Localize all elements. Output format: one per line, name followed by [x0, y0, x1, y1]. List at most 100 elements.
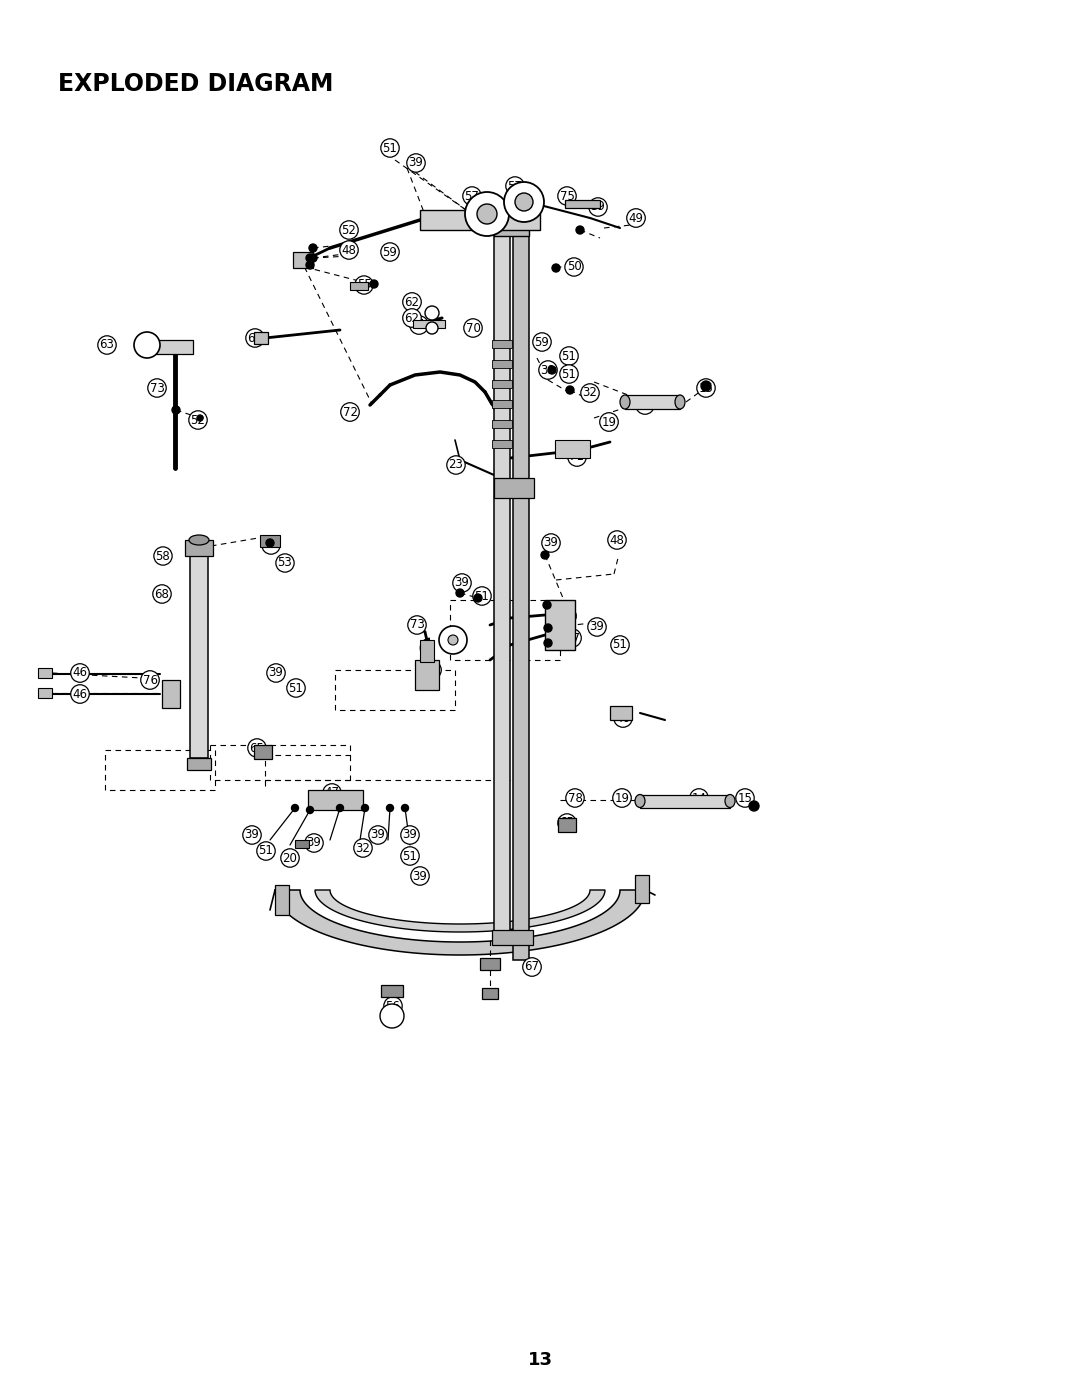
Circle shape [370, 279, 378, 288]
Bar [350, 282, 368, 291]
Circle shape [448, 636, 458, 645]
Text: 14: 14 [691, 792, 706, 805]
Text: 39: 39 [269, 666, 283, 679]
Ellipse shape [675, 395, 685, 409]
Text: 48: 48 [609, 534, 624, 546]
Bar [38, 668, 52, 678]
Circle shape [306, 254, 314, 263]
Text: 52: 52 [190, 414, 205, 426]
Bar [492, 930, 534, 944]
Bar [162, 680, 180, 708]
Bar [635, 875, 649, 902]
Bar [513, 200, 529, 960]
Text: 23: 23 [448, 458, 463, 472]
Circle shape [515, 193, 534, 211]
Text: 32: 32 [355, 841, 370, 855]
Bar [494, 478, 534, 497]
Text: 39: 39 [590, 620, 605, 633]
Circle shape [544, 638, 552, 647]
Text: 39: 39 [307, 837, 322, 849]
Bar [185, 541, 213, 556]
Bar [254, 745, 272, 759]
Bar [492, 339, 512, 348]
Bar [293, 251, 313, 268]
Text: 78: 78 [568, 792, 582, 805]
Text: 64: 64 [447, 633, 462, 647]
Circle shape [566, 386, 573, 394]
Text: 14: 14 [637, 398, 652, 412]
Polygon shape [315, 890, 605, 932]
Circle shape [504, 182, 544, 222]
Circle shape [438, 626, 467, 654]
Text: 51: 51 [288, 682, 303, 694]
Text: 48: 48 [341, 243, 356, 257]
Text: 49: 49 [629, 211, 644, 225]
Bar [413, 320, 445, 328]
Bar [260, 535, 280, 548]
Bar [275, 886, 289, 915]
Ellipse shape [620, 395, 630, 409]
Text: 51: 51 [258, 845, 273, 858]
Circle shape [172, 407, 180, 414]
Circle shape [426, 306, 438, 320]
Ellipse shape [725, 795, 735, 807]
Bar [545, 599, 575, 650]
Text: 15: 15 [738, 792, 753, 805]
Text: 69: 69 [424, 664, 440, 676]
Circle shape [362, 805, 368, 812]
Text: 77: 77 [565, 631, 580, 644]
Text: 50: 50 [567, 260, 581, 274]
Bar [494, 218, 510, 940]
Text: 74: 74 [486, 203, 500, 215]
Text: 62: 62 [405, 296, 419, 309]
Text: 46: 46 [72, 687, 87, 700]
Text: 13: 13 [527, 1351, 553, 1369]
Circle shape [306, 261, 314, 270]
Text: 68: 68 [154, 588, 170, 601]
Bar [565, 200, 600, 208]
Text: 61: 61 [411, 319, 427, 331]
Circle shape [402, 805, 408, 812]
Text: 54: 54 [264, 538, 279, 552]
Text: 65: 65 [249, 742, 265, 754]
Text: 19: 19 [615, 792, 630, 805]
Text: 56: 56 [386, 999, 401, 1013]
Text: 39: 39 [403, 828, 418, 841]
Bar [156, 339, 193, 353]
Ellipse shape [189, 535, 210, 545]
Bar [492, 360, 512, 367]
Text: 73: 73 [409, 619, 424, 631]
Text: 39: 39 [455, 577, 470, 590]
Text: 55: 55 [356, 278, 372, 292]
Bar [254, 332, 268, 344]
Text: 51: 51 [562, 349, 577, 362]
Text: 71: 71 [569, 450, 584, 464]
Text: 39: 39 [408, 156, 423, 169]
Bar [480, 958, 500, 970]
Bar [295, 840, 309, 848]
Bar [610, 705, 632, 719]
Bar [492, 420, 512, 427]
Bar [558, 819, 576, 833]
Text: 67: 67 [525, 961, 540, 974]
Text: 39: 39 [244, 828, 259, 841]
Circle shape [543, 601, 551, 609]
Bar [187, 759, 211, 770]
Circle shape [337, 805, 343, 812]
Text: 20: 20 [283, 852, 297, 865]
Text: 58: 58 [156, 549, 171, 563]
Circle shape [426, 321, 438, 334]
Text: 51: 51 [382, 141, 397, 155]
Bar [492, 400, 512, 408]
Text: 46: 46 [72, 666, 87, 679]
Text: 53: 53 [278, 556, 293, 570]
Circle shape [387, 805, 393, 812]
Text: 60: 60 [247, 331, 262, 345]
Text: 66: 66 [559, 609, 575, 623]
Text: 59: 59 [535, 335, 550, 348]
Circle shape [266, 539, 274, 548]
Text: 57: 57 [464, 190, 480, 203]
Text: 39: 39 [591, 201, 606, 214]
Text: 51: 51 [562, 367, 577, 380]
Bar [625, 395, 680, 409]
